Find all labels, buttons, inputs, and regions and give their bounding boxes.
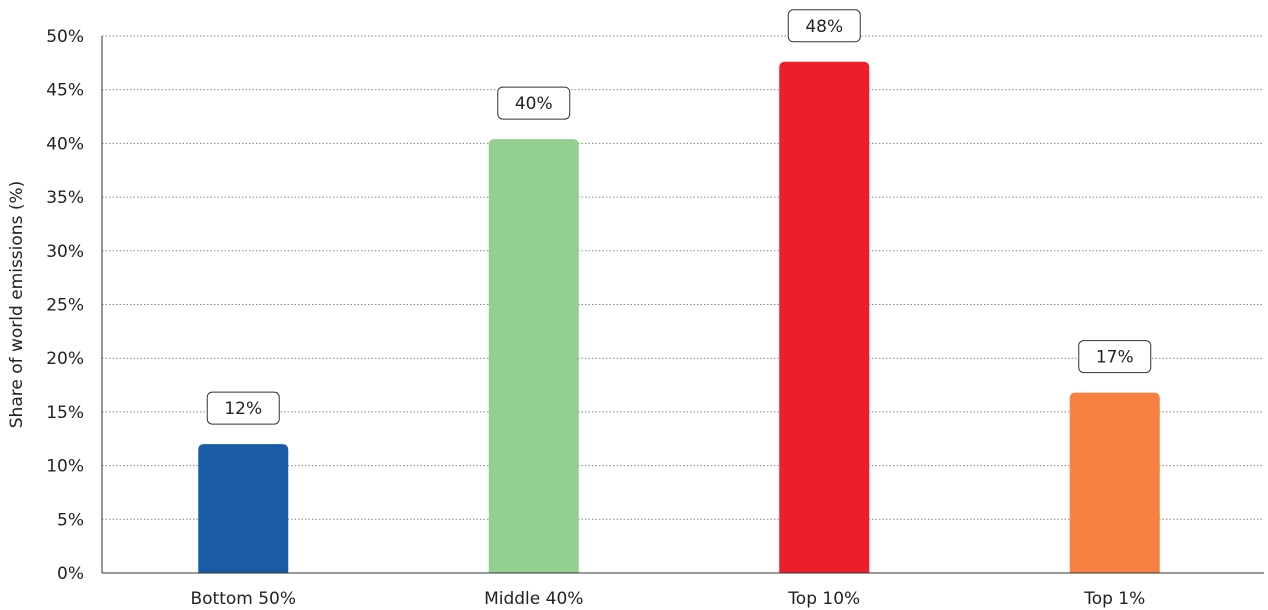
- bar-middle-40: [488, 139, 579, 573]
- data-label-box: [787, 9, 861, 43]
- y-tick-label: 5%: [57, 510, 84, 530]
- data-labels: 12% 40% 48% 17%: [206, 9, 1152, 425]
- y-tick-label: 10%: [46, 457, 84, 477]
- data-label: 48%: [787, 9, 861, 43]
- data-label-box: [497, 86, 571, 120]
- y-axis-ticks: 0% 5% 10% 15% 20% 25% 30% 35% 40% 45% 50%: [46, 27, 84, 584]
- bar-bottom-50: [198, 444, 289, 573]
- x-tick-label: Middle 40%: [484, 589, 583, 609]
- data-label-box: [206, 391, 280, 425]
- data-label: 12%: [206, 391, 280, 425]
- bar-top-10: [779, 61, 870, 573]
- data-label-text: 40%: [515, 94, 553, 114]
- y-tick-label: 45%: [46, 81, 84, 101]
- gridlines: [102, 35, 1264, 520]
- y-tick-label: 0%: [57, 564, 84, 584]
- y-tick-label: 20%: [46, 349, 84, 369]
- y-tick-label: 15%: [46, 403, 84, 423]
- y-tick-label: 50%: [46, 27, 84, 47]
- data-label-text: 12%: [224, 399, 262, 419]
- bar-top-1: [1069, 392, 1160, 573]
- data-label-text: 17%: [1096, 348, 1134, 368]
- y-tick-label: 35%: [46, 188, 84, 208]
- y-tick-label: 40%: [46, 134, 84, 154]
- x-tick-label: Bottom 50%: [190, 589, 296, 609]
- x-tick-label: Top 10%: [787, 589, 860, 609]
- y-axis-title: Share of world emissions (%): [7, 181, 27, 429]
- data-label-text: 48%: [805, 17, 843, 37]
- data-label-box: [1078, 340, 1152, 374]
- data-label: 40%: [497, 86, 571, 120]
- data-label: 17%: [1078, 340, 1152, 374]
- y-tick-label: 25%: [46, 296, 84, 316]
- bars: [198, 61, 1160, 573]
- y-tick-label: 30%: [46, 242, 84, 262]
- x-tick-label: Top 1%: [1083, 589, 1145, 609]
- x-axis-ticks: Bottom 50% Middle 40% Top 10% Top 1%: [190, 589, 1145, 609]
